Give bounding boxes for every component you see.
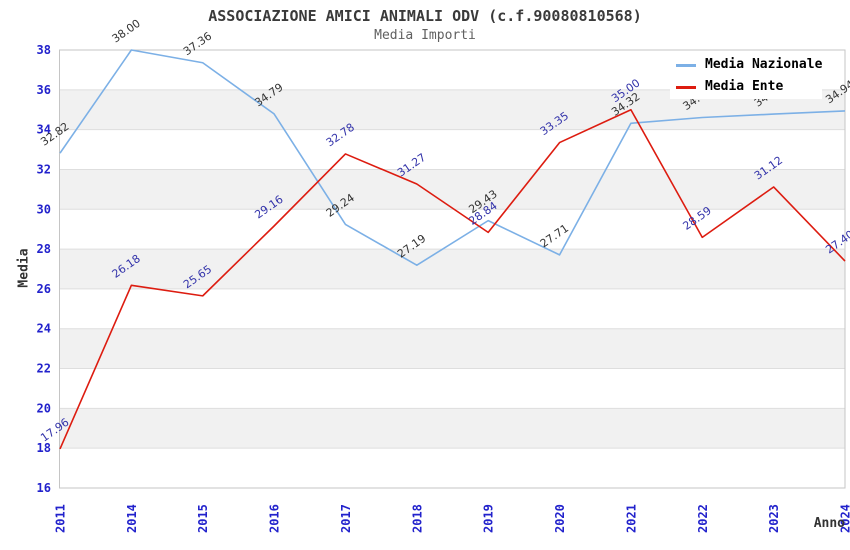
y-tick-label: 32 [37, 162, 51, 176]
y-tick-label: 34 [37, 123, 51, 137]
legend: Media Nazionale Media Ente [670, 53, 822, 99]
series-line-media-nazionale [59, 49, 846, 267]
legend-line-icon-media-nazionale [676, 63, 696, 67]
y-tick-label: 38 [37, 43, 51, 57]
y-tick-label: 20 [37, 401, 51, 415]
x-tick-label: 2016 [268, 504, 282, 533]
point-value-label: 27.40 [823, 228, 850, 257]
y-tick-label: 18 [37, 441, 51, 455]
y-axis-title: Media [16, 248, 32, 288]
grid-band [59, 249, 845, 289]
legend-label-media-nazionale: Media Nazionale [705, 57, 823, 72]
x-tick-label: 2020 [553, 504, 567, 533]
point-value-label: 27.71 [538, 222, 571, 251]
point-value-label: 38.00 [110, 17, 143, 46]
grid-band [59, 328, 845, 369]
series-line-media-ente [59, 108, 846, 450]
x-tick-label: 2019 [482, 504, 496, 533]
grid-band [59, 408, 845, 449]
legend-item-media-nazionale: Media Nazionale [670, 57, 822, 73]
y-tick-label: 36 [37, 83, 51, 97]
y-tick-label: 22 [37, 362, 51, 376]
plot-border [59, 49, 846, 489]
grid-band [59, 169, 845, 210]
point-value-label: 37.36 [181, 29, 214, 58]
legend-item-media-ente: Media Ente [670, 79, 822, 95]
x-tick-label: 2015 [196, 504, 210, 533]
legend-label-media-ente: Media Ente [705, 79, 784, 94]
y-tick-label: 26 [37, 282, 51, 296]
x-tick-label: 2011 [54, 504, 68, 533]
y-tick-label: 28 [37, 242, 51, 256]
chart-title: ASSOCIAZIONE AMICI ANIMALI ODV (c.f.9008… [208, 7, 642, 25]
x-tick-label: 2023 [767, 504, 781, 533]
x-tick-label: 2022 [696, 504, 710, 533]
y-tick-label: 24 [37, 322, 51, 336]
y-tick-label: 30 [37, 202, 51, 216]
x-tick-label: 2017 [339, 504, 353, 533]
x-axis-title: Anno [813, 516, 845, 531]
x-tick-label: 2014 [125, 504, 139, 533]
x-tick-label: 2018 [410, 504, 424, 533]
y-tick-label: 16 [37, 481, 51, 495]
x-tick-label: 2024 [839, 504, 850, 533]
x-tick-label: 2021 [624, 504, 638, 533]
chart-subtitle: Media Importi [374, 28, 476, 43]
point-value-label: 34.94 [823, 78, 850, 107]
legend-line-icon-media-ente [676, 85, 696, 89]
